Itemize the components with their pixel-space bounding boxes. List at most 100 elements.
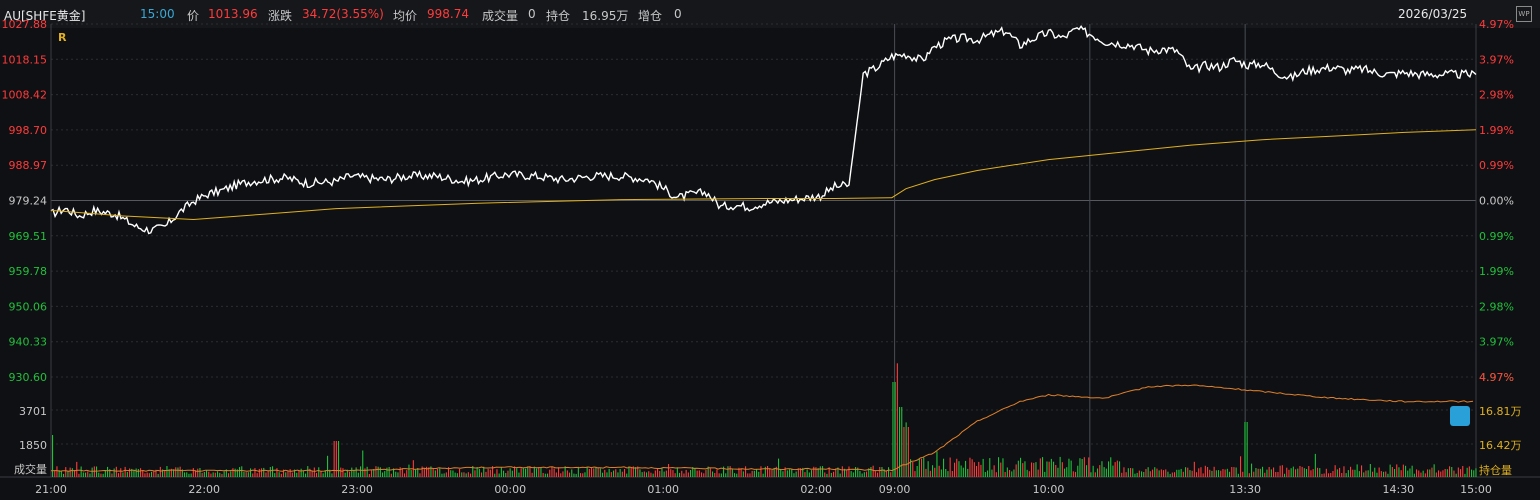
volume-bar xyxy=(199,468,201,477)
volume-bar xyxy=(1374,467,1376,477)
volume-bar xyxy=(659,471,661,477)
volume-bar xyxy=(899,407,901,477)
volume-bar xyxy=(1024,461,1026,477)
volume-bar xyxy=(978,461,980,477)
volume-bar xyxy=(316,473,318,477)
time-tick-label: 02:00 xyxy=(800,483,832,496)
volume-bar xyxy=(1103,467,1105,477)
volume-bar xyxy=(1240,456,1242,477)
volume-bar xyxy=(1068,458,1070,477)
volume-bar xyxy=(109,469,111,477)
volume-bar xyxy=(1246,422,1248,477)
volume-bar xyxy=(236,469,238,477)
volume-bar xyxy=(958,461,960,477)
volume-bar xyxy=(349,471,351,477)
symbol-label[interactable]: AU[SHFE黄金] xyxy=(4,9,86,23)
volume-bar xyxy=(1262,466,1264,477)
volume-bar xyxy=(1352,469,1354,477)
price-tick-label: 940.33 xyxy=(9,336,48,349)
pct-tick-label: 0.00% xyxy=(1479,195,1514,208)
volume-bar xyxy=(1165,469,1167,477)
volume-bar xyxy=(595,466,597,477)
volume-bar xyxy=(210,473,212,477)
volume-bar xyxy=(155,469,157,477)
volume-bar xyxy=(1400,470,1402,477)
volume-bar xyxy=(624,469,626,477)
volume-bar xyxy=(289,469,291,477)
volume-bar xyxy=(274,473,276,477)
volume-bar xyxy=(1451,467,1453,477)
volume-bar xyxy=(896,363,898,477)
volume-bar xyxy=(632,466,634,477)
volume-bar xyxy=(694,468,696,477)
avg-price-line xyxy=(50,129,1477,221)
volume-bar xyxy=(443,473,445,477)
volume-bar xyxy=(373,469,375,477)
volume-bar xyxy=(219,472,221,477)
volume-bar xyxy=(472,466,474,477)
volume-bar xyxy=(621,471,623,477)
volume-bar xyxy=(434,470,436,477)
volume-bar xyxy=(723,466,725,477)
volume-bar xyxy=(1257,468,1259,477)
volume-bar xyxy=(346,469,348,477)
volume-bar xyxy=(1218,470,1220,477)
volume-bar xyxy=(725,473,727,477)
volume-bar xyxy=(1336,469,1338,477)
volume-bar xyxy=(1158,470,1160,477)
volume-bar xyxy=(214,472,216,477)
volume-bar xyxy=(258,468,260,477)
volume-bar xyxy=(982,458,984,477)
volume-bar xyxy=(157,473,159,477)
volume-bar xyxy=(1147,467,1149,477)
volume-bar xyxy=(478,468,480,477)
volume-bar xyxy=(910,459,912,477)
volume-bar xyxy=(729,466,731,477)
volume-bar xyxy=(1141,471,1143,477)
volume-bar xyxy=(342,468,344,477)
volume-bar xyxy=(1070,460,1072,477)
volume-bar xyxy=(967,468,969,477)
volume-bar xyxy=(1026,469,1028,477)
volume-bar xyxy=(1048,461,1050,477)
volume-bar xyxy=(769,468,771,477)
volume-bar xyxy=(285,472,287,477)
volume-bar xyxy=(1156,468,1158,477)
volume-bar xyxy=(547,473,549,477)
volume-bar xyxy=(492,466,494,477)
volume-bar xyxy=(775,466,777,477)
volume-bar xyxy=(705,469,707,477)
volume-bar xyxy=(626,473,628,477)
volume-bar xyxy=(859,470,861,477)
oi-change-label: 增仓 xyxy=(638,9,663,23)
volume-bar xyxy=(828,467,830,477)
volume-bar xyxy=(591,468,593,477)
volume-bar xyxy=(1435,472,1437,477)
volume-bar xyxy=(716,469,718,477)
volume-bar xyxy=(459,468,461,477)
volume-bar xyxy=(1325,468,1327,477)
volume-bar xyxy=(1363,472,1365,477)
volume-bar xyxy=(815,467,817,477)
change-value: 34.72(3.55%) xyxy=(302,7,384,21)
volume-bar xyxy=(168,469,170,477)
volume-bar xyxy=(1127,468,1129,477)
wp-icon[interactable]: WP xyxy=(1516,6,1532,22)
volume-bar xyxy=(302,470,304,477)
volume-bar xyxy=(1402,464,1404,477)
volume-bar xyxy=(822,466,824,477)
volume-bar xyxy=(1266,469,1268,477)
volume-bar xyxy=(914,471,916,477)
volume-bar xyxy=(1242,471,1244,477)
volume-bar xyxy=(1090,472,1092,477)
volume-bar xyxy=(646,472,648,477)
volume-bar xyxy=(511,470,513,477)
volume-bar xyxy=(448,467,450,477)
volume-bar xyxy=(1013,469,1015,477)
volume-bar xyxy=(1290,468,1292,477)
volume-bar xyxy=(331,473,333,477)
volume-bar xyxy=(1134,473,1136,477)
volume-bar xyxy=(866,471,868,477)
volume-bar xyxy=(527,466,529,477)
